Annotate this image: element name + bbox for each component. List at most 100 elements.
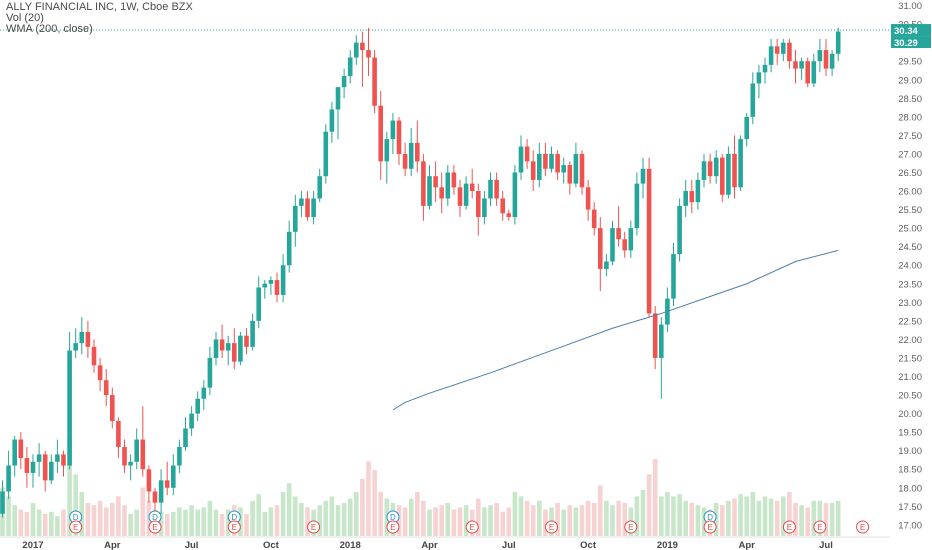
y-tick-label: 21.00: [898, 372, 922, 383]
candle-body: [0, 491, 5, 514]
candle-body: [543, 153, 548, 169]
volume-bar: [683, 500, 688, 536]
volume-bar: [305, 507, 310, 536]
volume-bar: [829, 503, 835, 536]
candle-body: [341, 76, 347, 88]
volume-bar: [488, 505, 493, 536]
candle-body: [128, 461, 133, 466]
dividend-label: D: [73, 513, 79, 522]
volume-bar: [585, 500, 591, 536]
volume-bar: [274, 505, 280, 536]
earnings-label: E: [73, 523, 78, 532]
earnings-label: E: [152, 523, 157, 532]
volume-bar: [720, 505, 725, 536]
volume-bar: [787, 492, 792, 536]
candle-body: [494, 179, 499, 199]
candle-body: [79, 331, 85, 344]
volume-bar: [427, 509, 432, 536]
volume-bar: [634, 496, 640, 536]
volume-bar: [103, 507, 109, 536]
x-tick-label: Jul: [185, 540, 199, 550]
candle-body: [530, 161, 536, 180]
volume-bar: [299, 503, 304, 536]
y-tick-label: 28.50: [898, 94, 922, 105]
volume-bar: [250, 500, 255, 536]
earnings-marker: [856, 520, 870, 534]
volume-bar: [262, 511, 268, 536]
candle-body: [305, 198, 310, 217]
candle-body: [73, 343, 78, 351]
candle-body: [707, 161, 713, 177]
candle-body: [744, 116, 749, 140]
volume-bar: [738, 494, 743, 536]
candle-body: [49, 461, 54, 481]
candle-body: [463, 183, 469, 206]
candle-body: [396, 120, 402, 154]
volume-bar: [537, 500, 542, 536]
candle-body: [421, 161, 426, 206]
candle-body: [232, 343, 237, 362]
candle-body: [152, 491, 158, 503]
y-tick-label: 25.00: [898, 224, 922, 235]
volume-bar: [207, 500, 213, 536]
volume-bar: [85, 503, 91, 536]
candle-body: [360, 42, 365, 51]
candle-body: [311, 198, 316, 217]
candle-body: [67, 350, 72, 466]
y-tick-label: 20.00: [898, 409, 922, 420]
volume-bar: [341, 503, 347, 536]
candle-body: [652, 313, 658, 358]
candle-body: [317, 176, 322, 199]
volume-bar: [347, 498, 353, 536]
volume-bar: [183, 509, 188, 536]
volume-bar: [555, 503, 560, 536]
candle-body: [720, 157, 725, 195]
candle-body: [585, 187, 591, 210]
candle-body: [384, 139, 390, 162]
volume-bar: [116, 496, 121, 536]
legend-volume[interactable]: Vol (20): [6, 12, 44, 24]
y-tick-label: 18.50: [898, 465, 922, 476]
candle-body: [366, 50, 371, 58]
volume-bar: [750, 492, 756, 536]
earnings-marker: [782, 520, 796, 534]
volume-bar: [659, 496, 664, 536]
candle-body: [787, 42, 792, 62]
candle-body: [738, 139, 743, 188]
y-tick-label: 28.00: [898, 112, 922, 123]
volume-bar: [164, 514, 170, 536]
y-tick-label: 26.50: [898, 168, 922, 179]
earnings-label: E: [549, 523, 554, 532]
candle-body: [750, 83, 756, 117]
y-tick-label: 22.00: [898, 335, 922, 346]
volume-bar: [445, 503, 451, 536]
candle-body: [280, 265, 286, 295]
legend-wma[interactable]: WMA (200, close): [6, 23, 93, 35]
candle-body: [18, 439, 24, 459]
volume-bar: [561, 509, 566, 536]
candle-body: [768, 46, 774, 65]
candle-body: [616, 228, 621, 240]
candle-body: [567, 165, 573, 184]
candle-body: [573, 153, 579, 184]
volume-bar: [171, 511, 176, 536]
volume-bar: [762, 496, 768, 536]
earnings-label: E: [232, 523, 237, 532]
volume-bar: [372, 470, 377, 536]
y-tick-label: 24.00: [898, 261, 922, 272]
legend-symbol[interactable]: ALLY FINANCIAL INC, 1W, Cboe BZX: [6, 1, 193, 13]
volume-bar: [524, 500, 530, 536]
candle-body: [219, 339, 225, 351]
candle-body: [793, 61, 798, 69]
candle-body: [549, 153, 554, 169]
volume-bar: [640, 489, 646, 536]
volume-bar: [293, 496, 298, 536]
volume-bar: [323, 500, 329, 536]
volume-bar: [433, 507, 438, 536]
candle-body: [146, 469, 152, 492]
volume-bar: [335, 505, 341, 536]
candle-body: [433, 176, 438, 188]
y-tick-label: 19.50: [898, 428, 922, 439]
